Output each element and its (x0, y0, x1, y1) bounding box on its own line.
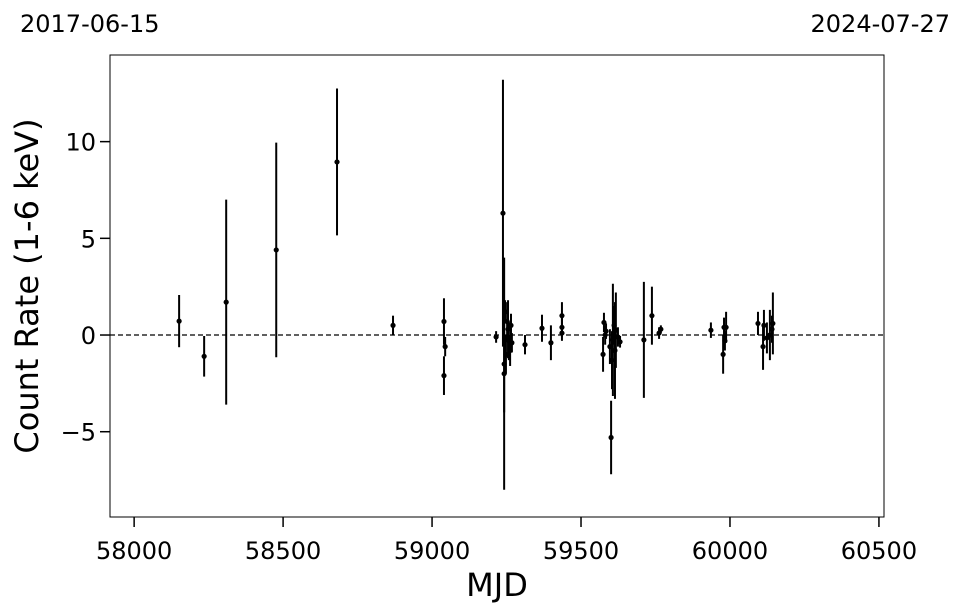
data-point (641, 337, 647, 343)
y-tick-label: −5 (61, 419, 96, 447)
data-point (559, 313, 565, 319)
data-point (390, 322, 396, 328)
data-point (522, 342, 528, 348)
start-date: 2017-06-15 (20, 10, 159, 38)
data-point (334, 159, 340, 165)
data-point (201, 353, 207, 359)
data-point (617, 339, 623, 345)
data-point (720, 351, 726, 357)
data-point (559, 330, 565, 336)
data-point (508, 322, 514, 328)
data-point (649, 313, 655, 319)
data-point (442, 344, 448, 350)
data-point (603, 328, 609, 334)
x-tick-label: 59500 (543, 537, 619, 565)
x-tick-label: 58500 (245, 537, 321, 565)
data-point (755, 320, 761, 327)
data-point (723, 324, 729, 330)
x-tick-label: 59000 (394, 537, 470, 565)
data-point (608, 434, 614, 441)
data-point (548, 340, 554, 346)
data-point (176, 318, 182, 324)
data-point (500, 210, 506, 216)
data-point (509, 340, 515, 346)
data-point (441, 373, 447, 379)
data-point (441, 318, 447, 325)
x-axis-label: MJD (466, 566, 528, 604)
y-tick-label: 5 (81, 225, 96, 253)
y-tick-label: 0 (81, 322, 96, 350)
y-axis-label: Count Rate (1-6 keV) (8, 118, 46, 453)
data-point (273, 247, 279, 253)
data-point (539, 325, 545, 331)
data-point (761, 322, 767, 328)
x-tick-label: 60000 (692, 537, 768, 565)
data-point (501, 361, 507, 367)
data-point (770, 320, 776, 327)
end-date: 2024-07-27 (811, 10, 950, 38)
data-point (600, 351, 606, 357)
data-point (223, 299, 229, 305)
plot-frame (109, 54, 885, 518)
x-tick-label: 60500 (841, 537, 917, 565)
y-tick-label: 10 (65, 129, 96, 157)
x-tick-label: 58000 (96, 537, 172, 565)
data-point (493, 334, 499, 340)
data-point (658, 326, 664, 332)
data-point (708, 327, 714, 333)
data-point (760, 344, 766, 350)
